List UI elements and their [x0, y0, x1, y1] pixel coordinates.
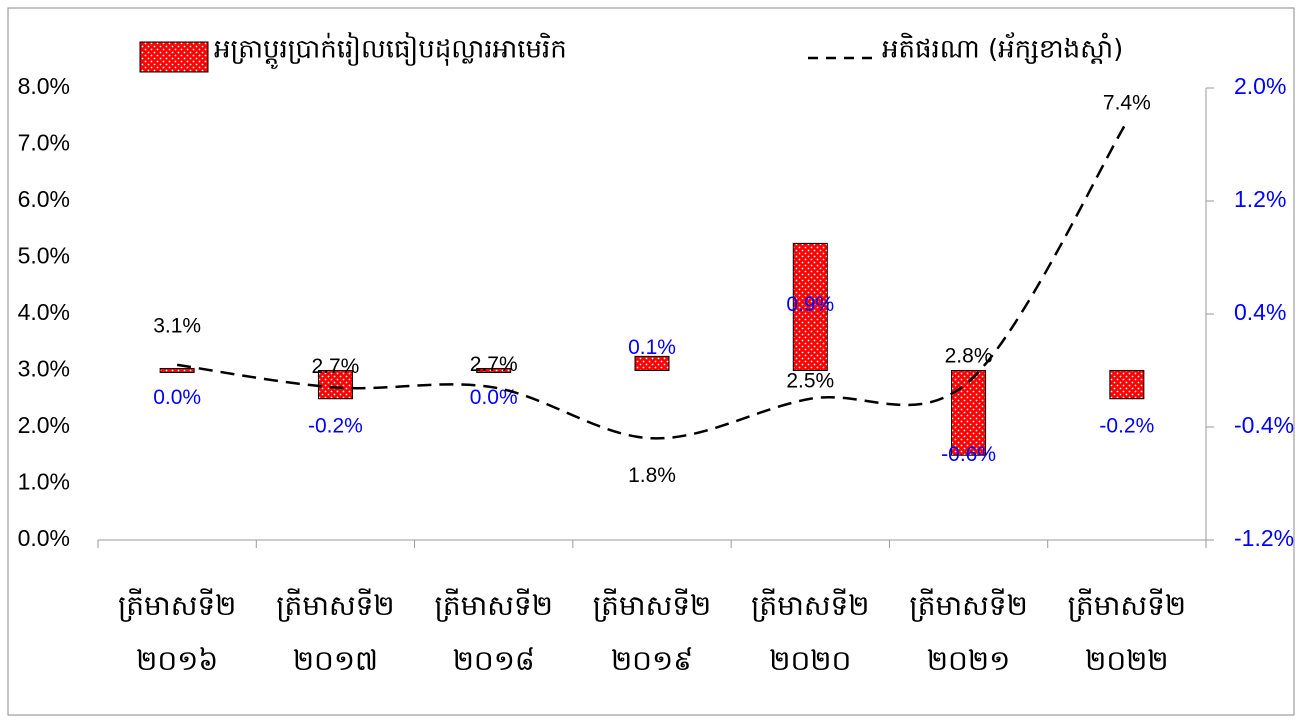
bar-value-label: 0.0% — [153, 386, 201, 409]
x-tick-label: ២០២១ — [927, 644, 1010, 677]
x-tick-label: ត្រីមាសទី២ — [435, 588, 553, 622]
bar — [634, 355, 670, 371]
y-tick-label: 6.0% — [18, 186, 70, 212]
x-tick-label: ត្រីមាសទី២ — [751, 588, 869, 622]
line-value-label: 3.1% — [153, 314, 201, 337]
bar — [951, 370, 987, 456]
x-tick-label: ត្រីមាសទី២ — [118, 588, 236, 622]
line-value-label: 2.8% — [945, 344, 993, 367]
bar-value-label: 0.1% — [628, 336, 676, 359]
x-tick-label: ២០២២ — [1085, 644, 1168, 677]
bar — [159, 368, 195, 373]
y2-tick-label: 2.0% — [1234, 73, 1286, 99]
bar — [1109, 370, 1145, 400]
line — [176, 121, 1128, 440]
line-value-label: 1.8% — [628, 464, 676, 487]
x-tick-label: ត្រីមាសទី២ — [276, 588, 394, 622]
bar — [476, 368, 512, 373]
y2-tick-label: -0.4% — [1234, 412, 1294, 438]
bar-value-label: 0.0% — [470, 386, 518, 409]
line-value-label: 2.7% — [470, 353, 518, 376]
y-tick-label: 8.0% — [18, 73, 70, 99]
legend-swatch — [139, 41, 209, 73]
y-tick-label: 3.0% — [18, 356, 70, 382]
bar-value-label: 0.9% — [786, 293, 834, 316]
x-tick-label: ត្រីមាសទី២ — [593, 588, 711, 622]
y-tick-label: 4.0% — [18, 299, 70, 325]
legend-label: អតិផរណា (អ័ក្សខាងស្តាំ) — [882, 32, 1123, 65]
y2-tick-label: -1.2% — [1234, 525, 1294, 551]
bar-value-label: -0.2% — [308, 414, 363, 437]
bar — [317, 370, 353, 400]
y2-tick-label: 0.4% — [1234, 299, 1286, 325]
bar-value-label: -0.6% — [941, 443, 996, 466]
x-tick-label: ២០១៩ — [611, 644, 693, 677]
y-tick-label: 1.0% — [18, 469, 70, 495]
x-tick-label: ២០១៧ — [293, 644, 378, 677]
x-tick-label: ២០១៨ — [453, 644, 535, 677]
bar — [792, 242, 828, 371]
y-tick-label: 2.0% — [18, 412, 70, 438]
x-tick-label: ត្រីមាសទី២ — [1068, 588, 1186, 622]
y-tick-label: 5.0% — [18, 243, 70, 269]
bar-value-label: -0.2% — [1099, 414, 1154, 437]
x-tick-label: ២០២០ — [769, 644, 851, 677]
line-value-label: 2.7% — [311, 355, 359, 378]
y2-tick-label: 1.2% — [1234, 186, 1286, 212]
x-tick-label: ២០១៦ — [136, 644, 218, 677]
line-value-label: 2.5% — [786, 369, 834, 392]
x-tick-label: ត្រីមាសទី២ — [909, 588, 1027, 622]
legend-label: អត្រាប្តូរប្រាក់រៀលធៀបដុល្លារអាមេរិក — [214, 32, 567, 70]
y-tick-label: 0.0% — [18, 525, 70, 551]
line-value-label: 7.4% — [1103, 91, 1151, 114]
y-tick-label: 7.0% — [18, 130, 70, 156]
